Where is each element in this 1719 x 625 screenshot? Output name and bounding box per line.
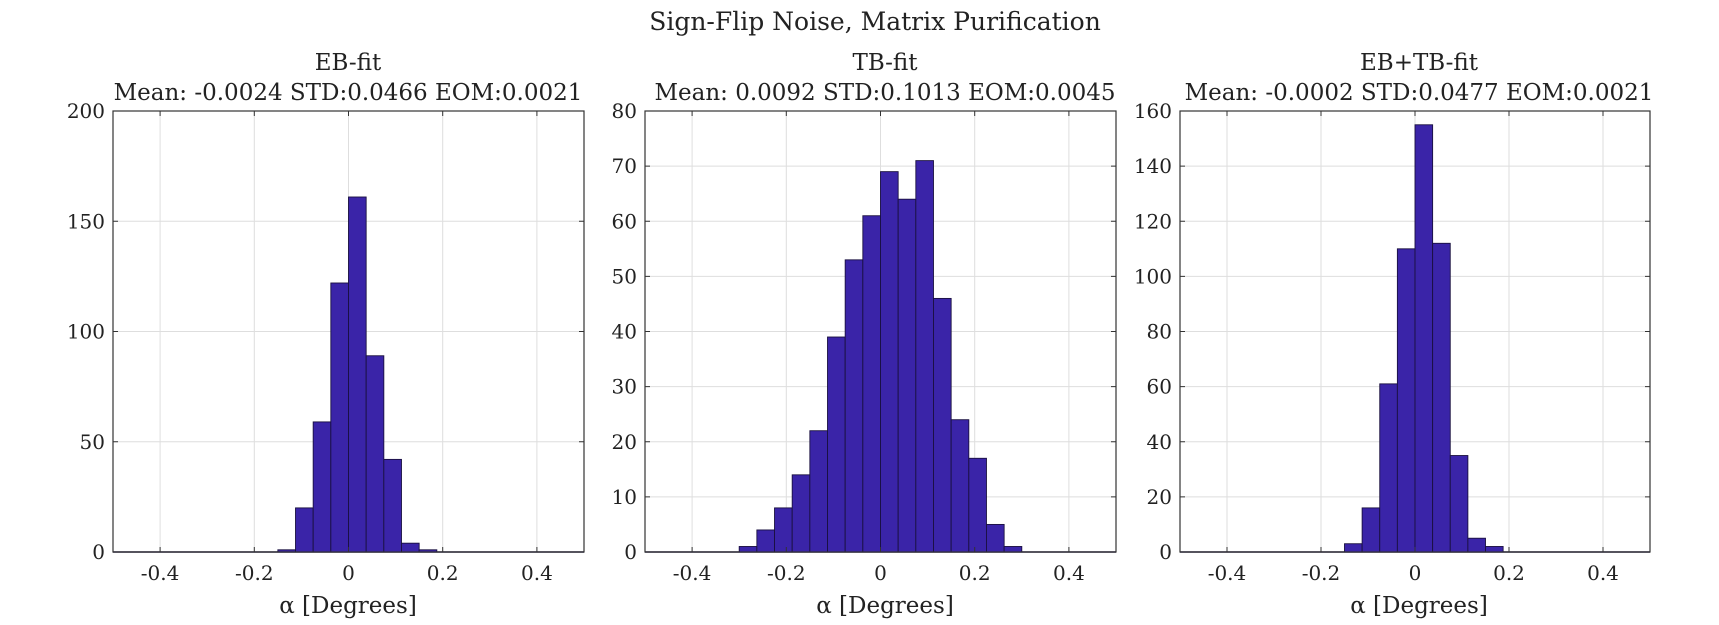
y-tick-label: 0: [624, 540, 637, 564]
histogram-bar: [1379, 383, 1398, 553]
y-tick-label: 120: [1134, 209, 1172, 233]
histogram-bar: [1449, 455, 1469, 553]
histogram-bar: [897, 198, 917, 553]
histogram-bar: [844, 259, 864, 553]
histogram-bar: [968, 457, 987, 553]
y-tick-label: 100: [1134, 264, 1172, 288]
x-tick-label: 0.4: [521, 561, 553, 585]
bars-layer: [1180, 124, 1650, 553]
panel-stats: Mean: -0.0024 STD:0.0466 EOM:0.0021: [114, 80, 583, 106]
y-tick-label: 150: [67, 209, 105, 233]
y-tick-label: 40: [1147, 430, 1172, 454]
y-tick-label: 50: [612, 264, 637, 288]
x-axis-label: α [Degrees]: [279, 593, 417, 619]
histogram-bar: [1003, 546, 1023, 553]
histogram-bar: [1485, 546, 1504, 553]
histogram-bar: [915, 160, 934, 553]
histogram-bar: [1414, 124, 1434, 553]
panel-title: TB-fit: [852, 50, 918, 76]
x-tick-label: 0.2: [1493, 561, 1525, 585]
histogram-bar: [1344, 543, 1363, 553]
histogram-bar: [1467, 537, 1486, 553]
yticks-layer: 0 10 20 30 40 50 60 70 80: [612, 99, 1116, 564]
panel-eb-fit: EB-fit Mean: -0.0024 STD:0.0466 EOM:0.00…: [67, 50, 585, 619]
y-tick-label: 60: [1147, 375, 1172, 399]
histogram-bar: [1361, 507, 1381, 553]
x-tick-label: 0: [342, 561, 355, 585]
y-tick-label: 40: [612, 320, 637, 344]
x-tick-label: 0.2: [959, 561, 991, 585]
histogram-bar: [933, 297, 952, 553]
x-tick-label: 0: [1409, 561, 1422, 585]
y-tick-label: 200: [67, 99, 105, 123]
bars-layer: [645, 160, 1116, 553]
y-tick-label: 20: [1147, 485, 1172, 509]
y-tick-label: 100: [67, 320, 105, 344]
y-tick-label: 10: [612, 485, 637, 509]
x-axis-label: α [Degrees]: [1350, 593, 1488, 619]
histogram-bar: [809, 430, 828, 553]
yticks-layer: 0 50 100 150 200: [67, 99, 584, 564]
histogram-bar: [862, 215, 881, 553]
histogram-bar: [295, 507, 314, 553]
y-tick-label: 140: [1134, 154, 1172, 178]
panel-title: EB+TB-fit: [1360, 50, 1479, 76]
panel-title: EB-fit: [315, 50, 382, 76]
y-tick-label: 70: [612, 154, 637, 178]
y-tick-label: 30: [612, 375, 637, 399]
bars-layer: [113, 196, 584, 553]
y-tick-label: 50: [80, 430, 105, 454]
y-tick-label: 20: [612, 430, 637, 454]
histogram-bar: [330, 282, 349, 553]
x-tick-label: 0.4: [1053, 561, 1085, 585]
histogram-bar: [791, 474, 811, 553]
panel-stats: Mean: 0.0092 STD:0.1013 EOM:0.0045: [654, 80, 1115, 106]
histogram-bar: [365, 355, 385, 553]
histogram-bar: [774, 507, 793, 553]
y-tick-label: 160: [1134, 99, 1172, 123]
x-tick-label: -0.2: [1302, 561, 1341, 585]
y-tick-label: 80: [612, 99, 637, 123]
x-tick-label: 0: [874, 561, 887, 585]
histogram-bar: [950, 419, 970, 553]
yticks-layer: 0 20 40 60 80 100 120 140 160: [1134, 99, 1650, 564]
xticks-layer: -0.4 -0.2 0 0.2 0.4: [141, 111, 553, 585]
x-tick-label: -0.4: [673, 561, 712, 585]
y-tick-label: 80: [1147, 320, 1172, 344]
y-tick-label: 0: [92, 540, 105, 564]
x-tick-label: -0.4: [141, 561, 180, 585]
x-tick-label: 0.2: [427, 561, 459, 585]
x-tick-label: 0.4: [1587, 561, 1619, 585]
panel-stats: Mean: -0.0002 STD:0.0477 EOM:0.0021: [1185, 80, 1654, 106]
histogram-bar: [1396, 248, 1416, 553]
y-tick-label: 0: [1159, 540, 1172, 564]
histogram-bar: [383, 458, 402, 553]
x-tick-label: -0.4: [1208, 561, 1247, 585]
x-tick-label: -0.2: [767, 561, 806, 585]
xticks-layer: -0.4 -0.2 0 0.2 0.4: [673, 111, 1085, 585]
x-axis-label: α [Degrees]: [816, 593, 954, 619]
x-tick-label: -0.2: [235, 561, 274, 585]
histogram-bar: [1432, 242, 1451, 553]
histogram-bar: [401, 542, 420, 553]
xticks-layer: -0.4 -0.2 0 0.2 0.4: [1208, 111, 1619, 585]
histogram-bar: [348, 196, 367, 553]
panel-tb-fit: TB-fit Mean: 0.0092 STD:0.1013 EOM:0.004…: [612, 50, 1117, 619]
histogram-bar: [986, 523, 1005, 553]
y-tick-label: 60: [612, 209, 637, 233]
histogram-bar: [827, 336, 846, 553]
panel-eb-tb-fit: EB+TB-fit Mean: -0.0002 STD:0.0477 EOM:0…: [1134, 50, 1654, 619]
histogram-bar: [756, 529, 775, 553]
figure-title: Sign-Flip Noise, Matrix Purification: [649, 7, 1101, 36]
histogram-bar: [880, 171, 899, 553]
histogram-bar: [312, 421, 332, 553]
histogram-bar: [738, 546, 758, 553]
